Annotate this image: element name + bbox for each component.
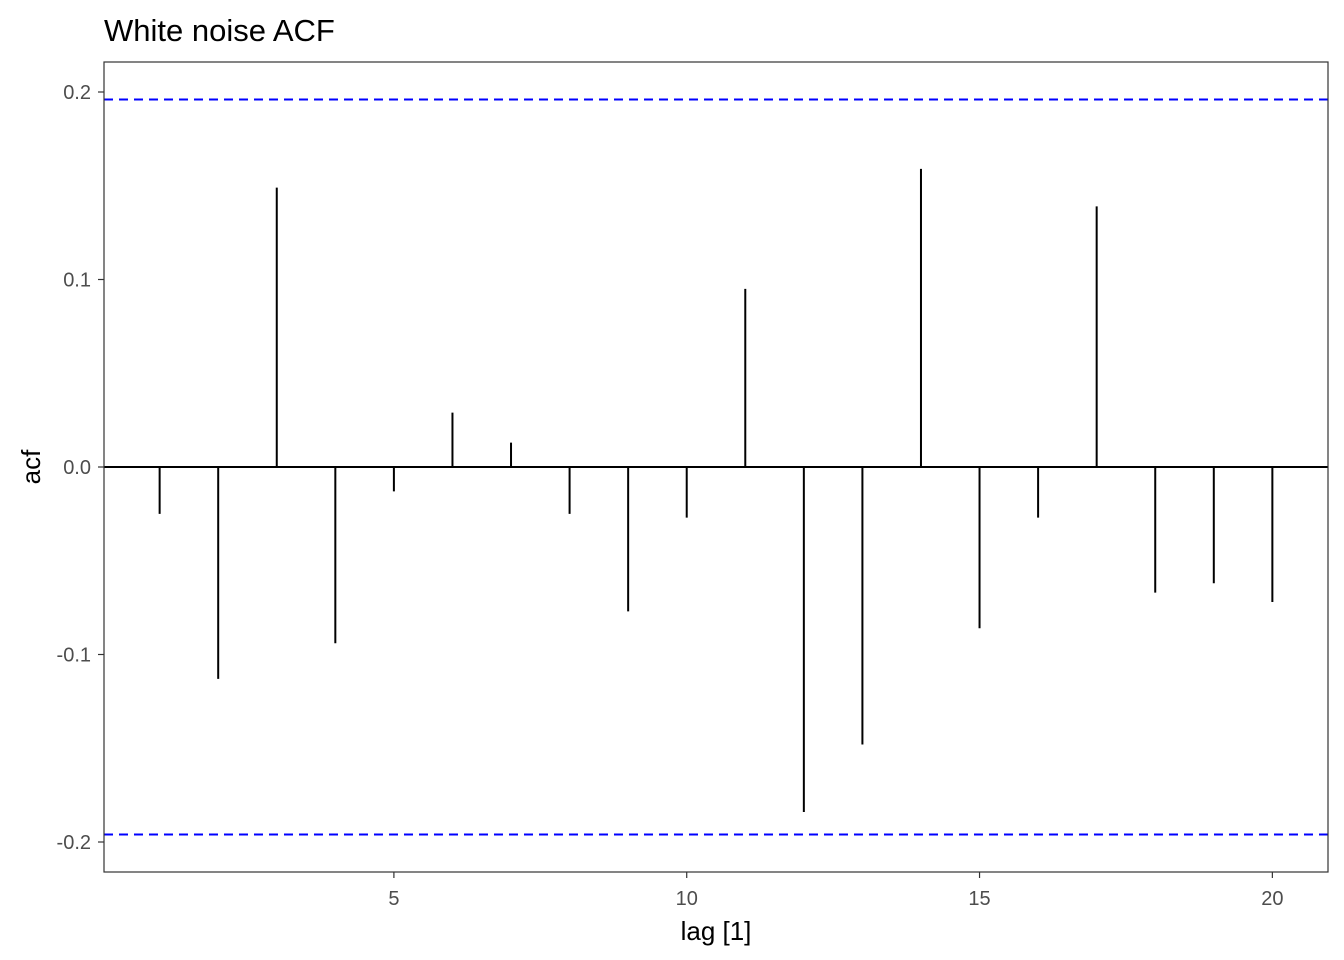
plot-area [104, 98, 1328, 836]
y-tick-label: -0.2 [57, 832, 91, 854]
y-tick-label: -0.1 [57, 645, 91, 667]
y-axis-label: acf [16, 449, 46, 484]
x-tick-label: 20 [1261, 888, 1283, 910]
x-axis: 5 10 15 20 [388, 872, 1283, 910]
x-tick-label: 15 [968, 888, 990, 910]
y-tick-label: 0.1 [63, 270, 91, 292]
y-axis: -0.2 -0.1 0.0 0.1 0.2 [57, 82, 104, 854]
y-tick-label: 0.2 [63, 82, 91, 104]
y-tick-label: 0.0 [63, 457, 91, 479]
chart-title: White noise ACF [104, 13, 335, 48]
x-axis-label: lag [1] [681, 916, 752, 946]
x-tick-label: 5 [388, 888, 399, 910]
x-tick-label: 10 [676, 888, 698, 910]
